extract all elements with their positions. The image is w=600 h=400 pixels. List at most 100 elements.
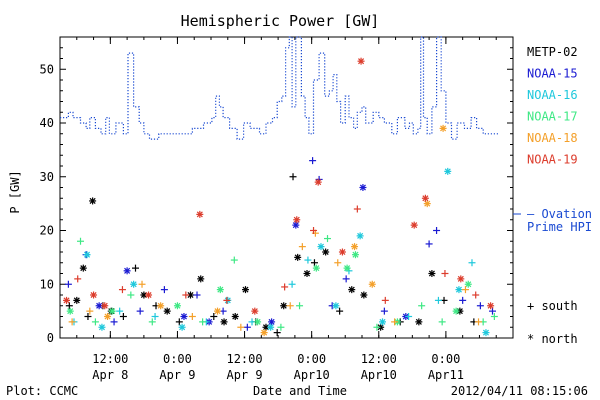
plot-credit: Plot: CCMC bbox=[6, 384, 78, 398]
legend-item-noaa-19: NOAA-19 bbox=[527, 153, 578, 167]
noaa-16-north-point bbox=[455, 286, 463, 294]
metp-02-north-point bbox=[241, 286, 249, 294]
metp-02-north-point bbox=[79, 264, 87, 272]
metp-02-north-point bbox=[73, 296, 81, 304]
metp-02-south-point bbox=[175, 318, 183, 326]
metp-02-south-point bbox=[132, 264, 139, 272]
legend: METP-02 NOAA-15 NOAA-16 NOAA-17 NOAA-18 NOAA-… bbox=[513, 45, 592, 234]
metp-02-north-point bbox=[360, 291, 368, 299]
metp-02-south-point bbox=[119, 313, 127, 320]
noaa-17-south-point bbox=[127, 291, 135, 299]
y-axis-label: P [GW] bbox=[8, 170, 22, 213]
y-tick-label: 0 bbox=[47, 331, 54, 345]
noaa-18-north-point bbox=[260, 329, 268, 337]
noaa-17-north-point bbox=[108, 307, 116, 315]
noaa-15-north-point bbox=[180, 313, 188, 320]
noaa-16-north-point bbox=[267, 323, 275, 331]
legend-item-noaa-15: NOAA-15 bbox=[527, 67, 578, 81]
metp-02-south-point bbox=[310, 259, 318, 267]
noaa-19-south-point bbox=[182, 291, 190, 299]
noaa-15-north-point bbox=[123, 267, 131, 275]
x-tick-time-label: 12:00 bbox=[92, 352, 128, 366]
legend-item-noaa-18: NOAA-18 bbox=[527, 131, 578, 145]
ovation-prime-hpi-line bbox=[60, 36, 499, 140]
noaa-15-south-point bbox=[459, 296, 467, 304]
noaa-18-south-point bbox=[237, 323, 245, 331]
x-axis: 12:00 Apr 8 0:00 Apr 9 12:00 Apr 9 0:00 Apr10 12… bbox=[59, 37, 514, 382]
metp-02-north-point bbox=[348, 286, 356, 294]
metp-02-north-point bbox=[294, 253, 302, 261]
noaa-19-north-point bbox=[421, 194, 429, 202]
noaa-15-south-point bbox=[136, 307, 144, 315]
noaa-16-south-point bbox=[405, 313, 413, 320]
noaa-15-south-point bbox=[110, 318, 118, 326]
noaa-17-north-point bbox=[66, 307, 74, 315]
noaa-19-south-point bbox=[223, 296, 231, 304]
noaa-17-north-point bbox=[351, 251, 359, 259]
noaa-19-north-point bbox=[196, 210, 204, 218]
metp-02-south-point bbox=[65, 302, 73, 310]
metp-02-north-point bbox=[89, 197, 97, 205]
metp-02-north-point bbox=[428, 270, 436, 277]
legend-item-metp-02: METP-02 bbox=[527, 45, 578, 59]
noaa-16-south-point bbox=[116, 307, 124, 315]
noaa-19-north-point bbox=[338, 248, 346, 256]
noaa-17-north-point bbox=[216, 286, 224, 294]
noaa-17-north-point bbox=[173, 302, 181, 310]
x-tick-date-label: Apr 8 bbox=[92, 368, 128, 382]
y-tick-label: 30 bbox=[40, 170, 54, 184]
noaa-19-north-point bbox=[457, 275, 465, 283]
noaa-18-north-point bbox=[157, 302, 165, 310]
noaa-15-south-point bbox=[380, 307, 388, 315]
noaa-19-south-point bbox=[441, 270, 449, 277]
metp-02-south-point bbox=[210, 313, 218, 320]
noaa-15-south-point bbox=[309, 157, 317, 165]
y-axis: 0 10 20 30 40 50 bbox=[40, 36, 513, 345]
noaa-16-north-point bbox=[98, 323, 106, 331]
x-tick-time-label: 12:00 bbox=[361, 352, 397, 366]
metp-02-north-point bbox=[280, 302, 288, 310]
noaa-19-north-point bbox=[314, 178, 322, 186]
noaa-16-north-point bbox=[482, 329, 490, 337]
metp-02-north-point bbox=[322, 248, 330, 256]
metp-02-south-point bbox=[273, 329, 281, 337]
noaa-17-south-point bbox=[277, 323, 285, 331]
noaa-16-south-point bbox=[304, 256, 312, 264]
noaa-15-north-point bbox=[292, 221, 300, 229]
noaa-18-north-point bbox=[439, 124, 447, 132]
noaa-17-north-point bbox=[452, 307, 460, 315]
noaa-17-south-point bbox=[91, 318, 99, 326]
metp-02-north-point bbox=[197, 275, 205, 283]
metp-02-north-point bbox=[377, 323, 385, 331]
metp-02-north-point bbox=[303, 270, 311, 277]
legend-item-noaa-16: NOAA-16 bbox=[527, 88, 578, 102]
metp-02-north-point bbox=[231, 313, 239, 320]
legend-item-ovation-prime-hpi: Prime HPI bbox=[527, 220, 592, 234]
noaa-17-south-point bbox=[373, 323, 381, 331]
noaa-18-north-point bbox=[368, 280, 376, 288]
x-tick-time-label: 0:00 bbox=[297, 352, 326, 366]
noaa-17-south-point bbox=[148, 318, 156, 326]
y-tick-label: 50 bbox=[40, 62, 54, 76]
marker-legend-south: + south bbox=[527, 299, 578, 313]
noaa-19-north-point bbox=[410, 221, 418, 229]
noaa-15-south-point bbox=[488, 307, 496, 315]
noaa-15-south-point bbox=[193, 291, 201, 299]
noaa-18-south-point bbox=[86, 307, 94, 315]
x-tick-date-label: Apr10 bbox=[361, 368, 397, 382]
noaa-15-south-point bbox=[425, 240, 433, 248]
noaa-16-north-point bbox=[317, 243, 325, 251]
noaa-16-north-point bbox=[444, 167, 452, 175]
noaa-17-south-point bbox=[324, 235, 332, 243]
noaa-15-south-point bbox=[160, 286, 168, 294]
noaa-17-south-point bbox=[230, 256, 238, 264]
noaa-19-north-point bbox=[90, 291, 98, 299]
y-tick-label: 20 bbox=[40, 224, 54, 238]
chart-title: Hemispheric Power [GW] bbox=[181, 12, 380, 30]
noaa-15-north-point bbox=[359, 184, 367, 191]
data-points bbox=[63, 57, 498, 337]
noaa-19-north-point bbox=[145, 291, 153, 299]
noaa-19-south-point bbox=[381, 296, 389, 304]
y-tick-label: 40 bbox=[40, 116, 54, 130]
